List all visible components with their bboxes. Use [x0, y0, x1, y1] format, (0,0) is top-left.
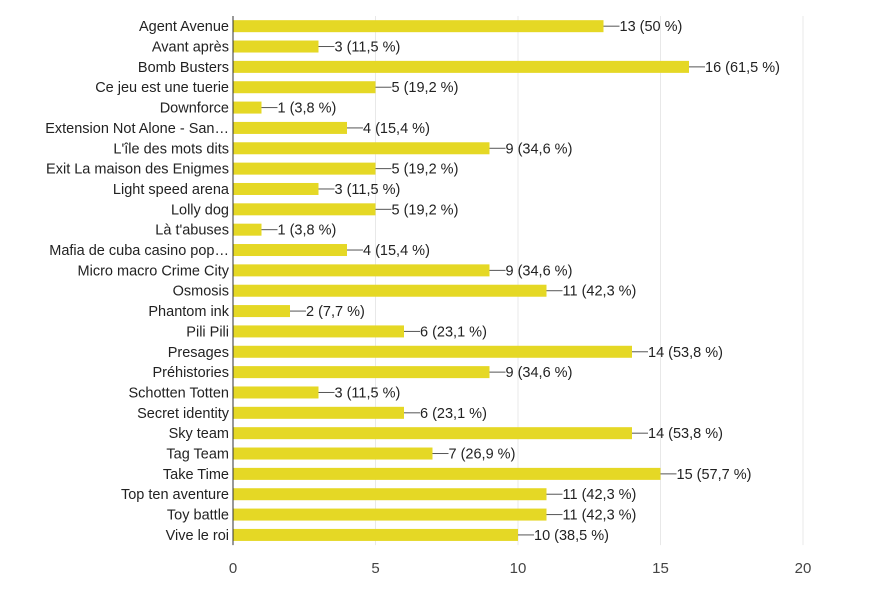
value-label: 1 (3,8 %): [278, 101, 337, 117]
x-tick-label: 20: [795, 560, 812, 577]
value-label: 7 (26,9 %): [449, 447, 516, 463]
bar-4: [233, 101, 262, 114]
bar-20: [233, 427, 632, 440]
bar-22: [233, 467, 661, 480]
category-label: Mafia de cuba casino pop…: [49, 243, 229, 259]
bar-18: [233, 386, 319, 399]
value-label: 10 (38,5 %): [534, 528, 609, 544]
value-label: 11 (42,3 %): [563, 508, 637, 524]
x-tick-label: 5: [371, 560, 379, 577]
bar-2: [233, 60, 689, 73]
bar-24: [233, 508, 547, 521]
category-label: Lolly dog: [171, 202, 229, 218]
bar-15: [233, 325, 404, 338]
bar-0: [233, 20, 604, 33]
bar-13: [233, 284, 547, 297]
value-label: 9 (34,6 %): [506, 365, 573, 381]
bar-16: [233, 345, 632, 358]
value-label: 3 (11,5 %): [335, 182, 401, 198]
category-label: Secret identity: [137, 406, 230, 422]
value-label: 9 (34,6 %): [506, 141, 573, 157]
value-label: 14 (53,8 %): [648, 345, 723, 361]
value-labels: 13 (50 %) 3 (11,5 %) 16 (61,5 %) 5 (19,2 %)…: [261, 19, 780, 544]
category-label: Phantom ink: [148, 304, 229, 320]
bar-9: [233, 203, 376, 216]
value-label: 4 (15,4 %): [363, 121, 430, 137]
category-label: Schotten Totten: [128, 385, 229, 401]
category-label: Avant après: [152, 40, 229, 56]
value-label: 9 (34,6 %): [506, 263, 573, 279]
value-label: 1 (3,8 %): [278, 223, 337, 239]
category-label: Downforce: [160, 101, 229, 117]
x-tick-label: 10: [510, 560, 527, 577]
category-label: Tag Team: [166, 447, 229, 463]
category-label: Toy battle: [167, 508, 229, 524]
value-label: 11 (42,3 %): [563, 487, 637, 503]
category-label: Ce jeu est une tuerie: [95, 80, 229, 96]
bar-23: [233, 488, 547, 501]
category-labels: Agent Avenue Avant après Bomb Busters Ce je…: [45, 19, 230, 544]
value-label: 14 (53,8 %): [648, 426, 723, 442]
x-tick-label: 15: [652, 560, 669, 577]
bar-5: [233, 121, 347, 134]
category-label: Presages: [168, 345, 229, 361]
bar-25: [233, 528, 518, 541]
bar-3: [233, 81, 376, 94]
bar-7: [233, 162, 376, 175]
value-label: 3 (11,5 %): [335, 385, 401, 401]
value-label: 2 (7,7 %): [306, 304, 365, 320]
x-tick-label: 0: [229, 560, 237, 577]
category-label: Agent Avenue: [139, 19, 229, 35]
bar-6: [233, 142, 490, 155]
bars: [233, 20, 689, 541]
value-label: 13 (50 %): [620, 19, 683, 35]
value-label: 4 (15,4 %): [363, 243, 430, 259]
bar-19: [233, 406, 404, 419]
category-label: Micro macro Crime City: [78, 263, 230, 279]
x-axis-ticks: 0 5 10 15 20: [229, 560, 812, 577]
bar-11: [233, 244, 347, 257]
category-label: Bomb Busters: [138, 60, 229, 76]
category-label: Vive le roi: [166, 528, 229, 544]
value-label: 11 (42,3 %): [563, 284, 637, 300]
value-label: 5 (19,2 %): [392, 202, 459, 218]
bar-12: [233, 264, 490, 277]
category-label: Osmosis: [173, 284, 229, 300]
bar-14: [233, 305, 290, 318]
category-label: L'île des mots dits: [113, 141, 229, 157]
value-label: 6 (23,1 %): [420, 324, 487, 340]
category-label: Pili Pili: [186, 324, 229, 340]
bar-8: [233, 182, 319, 195]
category-label: Extension Not Alone - San…: [45, 121, 229, 137]
bar-17: [233, 366, 490, 379]
category-label: Préhistories: [152, 365, 229, 381]
value-label: 6 (23,1 %): [420, 406, 487, 422]
category-label: Exit La maison des Enigmes: [46, 162, 229, 178]
bar-21: [233, 447, 433, 460]
bar-10: [233, 223, 262, 236]
category-label: Sky team: [169, 426, 229, 442]
bar-1: [233, 40, 319, 53]
category-label: Top ten aventure: [121, 487, 229, 503]
value-label: 5 (19,2 %): [392, 162, 459, 178]
category-label: Là t'abuses: [155, 223, 229, 239]
value-label: 3 (11,5 %): [335, 40, 401, 56]
value-label: 16 (61,5 %): [705, 60, 780, 76]
category-label: Light speed arena: [113, 182, 230, 198]
category-label: Take Time: [163, 467, 229, 483]
value-label: 15 (57,7 %): [677, 467, 752, 483]
value-label: 5 (19,2 %): [392, 80, 459, 96]
